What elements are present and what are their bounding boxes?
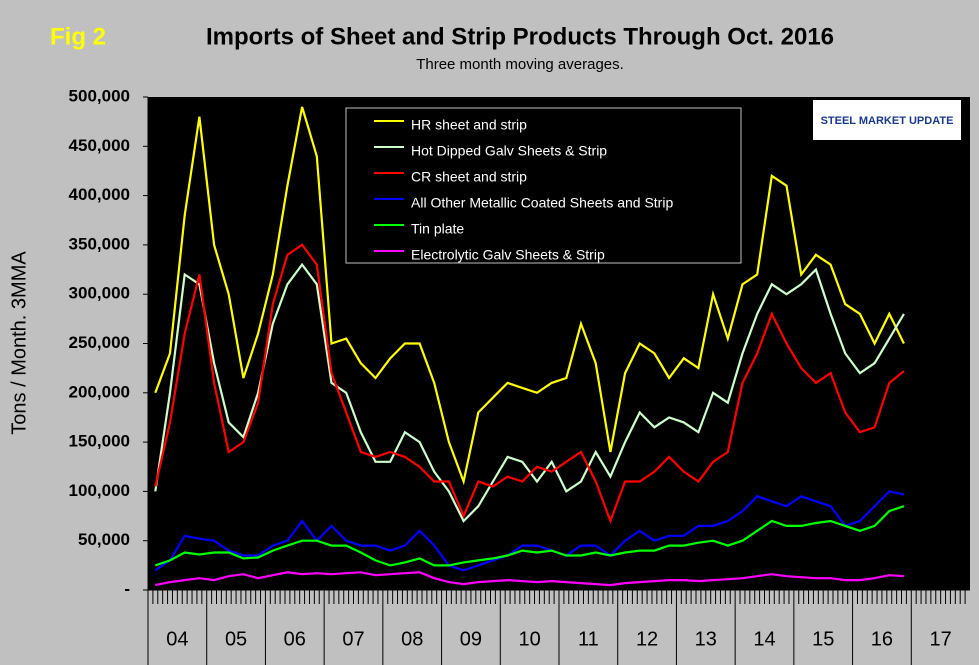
x-tick-label: 14: [753, 628, 775, 650]
series-line: [154, 490, 905, 572]
y-tick-label: 300,000: [69, 284, 130, 303]
series-line: [154, 106, 905, 486]
x-tick-label: 05: [225, 628, 247, 650]
logo-box: [813, 100, 961, 140]
legend: [345, 107, 742, 264]
legend-label: HR sheet and strip: [411, 117, 527, 133]
y-tick-label: 350,000: [69, 234, 130, 253]
x-tick-label: 08: [401, 628, 423, 650]
x-tick-label: 15: [812, 628, 834, 650]
chart-title: Imports of Sheet and Strip Products Thro…: [206, 23, 834, 50]
series-line: [155, 571, 904, 587]
x-tick-label: 07: [342, 628, 364, 650]
chart-subtitle: Three month moving averages.: [416, 56, 624, 73]
y-tick-label: 450,000: [69, 136, 130, 155]
y-tick-label: 500,000: [69, 86, 130, 105]
legend-label: Hot Dipped Galv Sheets & Strip: [411, 143, 607, 159]
figure-label: Fig 2: [50, 23, 106, 50]
x-tick-label: 09: [460, 628, 482, 650]
y-tick-label: 250,000: [69, 333, 130, 352]
legend-label: CR sheet and strip: [411, 169, 527, 185]
y-tick-label: 200,000: [69, 382, 130, 401]
y-tick-label: 50,000: [78, 530, 130, 549]
series-line: [154, 243, 905, 525]
y-tick-label: 100,000: [69, 481, 130, 500]
y-tick-label: 150,000: [69, 432, 130, 451]
y-tick-label: 400,000: [69, 185, 130, 204]
x-tick-label: 12: [636, 628, 658, 650]
series-line: [154, 505, 905, 567]
legend-label: Tin plate: [411, 221, 464, 237]
legend-label: All Other Metallic Coated Sheets and Str…: [411, 195, 673, 211]
y-tick-label: -: [124, 579, 130, 598]
logo: STEEL MARKET UPDATE: [821, 115, 954, 127]
series-line: [154, 262, 905, 523]
x-tick-label: 17: [930, 628, 952, 650]
x-tick-label: 16: [871, 628, 893, 650]
x-tick-label: 04: [166, 628, 188, 650]
x-tick-label: 11: [578, 628, 599, 650]
x-tick-label: 13: [695, 628, 717, 650]
legend-label: Electrolytic Galv Sheets & Strip: [411, 247, 605, 263]
x-tick-label: 10: [519, 628, 541, 650]
x-tick-label: 06: [284, 628, 306, 650]
y-axis-label: Tons / Month. 3MMA: [8, 251, 30, 435]
